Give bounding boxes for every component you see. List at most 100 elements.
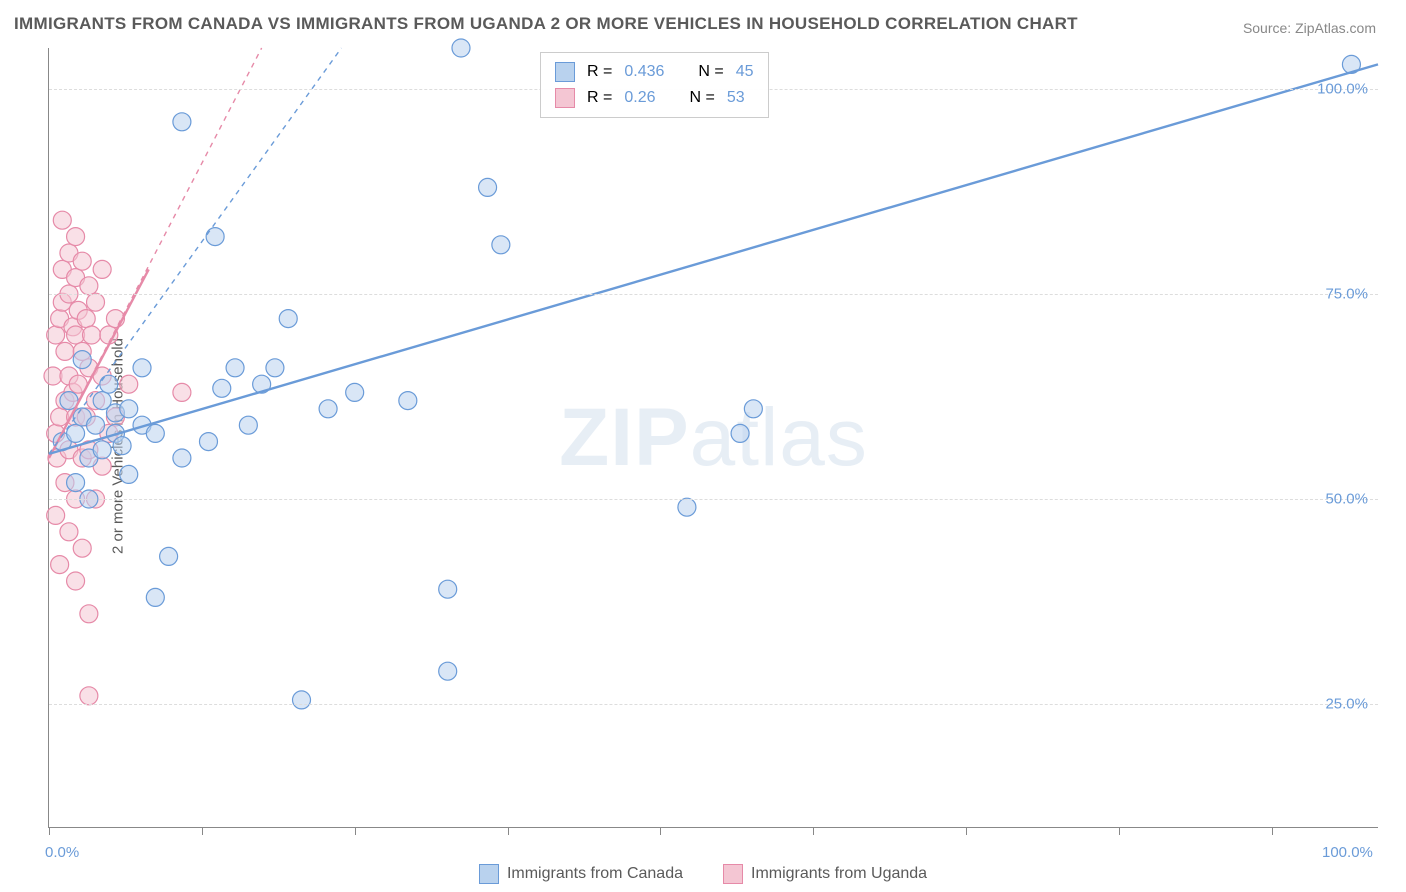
n-label: N = bbox=[698, 63, 723, 81]
scatter-point bbox=[173, 383, 191, 401]
n-value-uganda: 53 bbox=[727, 89, 745, 107]
scatter-point bbox=[199, 433, 217, 451]
scatter-point bbox=[87, 416, 105, 434]
legend-stats-row-uganda: R = 0.26 N = 53 bbox=[555, 85, 754, 111]
n-value-canada: 45 bbox=[736, 63, 754, 81]
chart-container: IMMIGRANTS FROM CANADA VS IMMIGRANTS FRO… bbox=[0, 0, 1406, 892]
scatter-point bbox=[60, 523, 78, 541]
legend-label-canada: Immigrants from Canada bbox=[507, 865, 683, 883]
scatter-point bbox=[492, 236, 510, 254]
scatter-point bbox=[678, 498, 696, 516]
scatter-point bbox=[160, 547, 178, 565]
swatch-uganda-bottom bbox=[723, 864, 743, 884]
scatter-point bbox=[56, 342, 74, 360]
x-tick bbox=[966, 827, 967, 835]
scatter-point bbox=[80, 687, 98, 705]
scatter-point bbox=[120, 465, 138, 483]
swatch-canada bbox=[555, 62, 575, 82]
gridline bbox=[49, 499, 1378, 500]
scatter-point bbox=[226, 359, 244, 377]
y-tick-label: 50.0% bbox=[1325, 491, 1368, 508]
scatter-point bbox=[146, 588, 164, 606]
scatter-svg bbox=[49, 48, 1378, 827]
r-value-uganda: 0.26 bbox=[624, 89, 655, 107]
x-tick bbox=[1272, 827, 1273, 835]
scatter-point bbox=[120, 375, 138, 393]
x-tick bbox=[813, 827, 814, 835]
x-tick-label: 100.0% bbox=[1322, 844, 1373, 861]
scatter-point bbox=[51, 408, 69, 426]
scatter-point bbox=[399, 392, 417, 410]
y-tick-label: 100.0% bbox=[1317, 81, 1368, 98]
scatter-point bbox=[47, 506, 65, 524]
scatter-point bbox=[319, 400, 337, 418]
scatter-point bbox=[213, 379, 231, 397]
y-tick-label: 25.0% bbox=[1325, 696, 1368, 713]
scatter-point bbox=[67, 572, 85, 590]
r-label: R = bbox=[587, 89, 612, 107]
x-tick bbox=[660, 827, 661, 835]
scatter-point bbox=[206, 228, 224, 246]
r-label: R = bbox=[587, 63, 612, 81]
scatter-point bbox=[439, 662, 457, 680]
scatter-point bbox=[73, 252, 91, 270]
y-tick-label: 75.0% bbox=[1325, 286, 1368, 303]
scatter-point bbox=[479, 178, 497, 196]
scatter-point bbox=[67, 424, 85, 442]
scatter-point bbox=[80, 277, 98, 295]
gridline bbox=[49, 704, 1378, 705]
source-attribution: Source: ZipAtlas.com bbox=[1243, 20, 1376, 36]
scatter-point bbox=[83, 326, 101, 344]
scatter-point bbox=[80, 605, 98, 623]
n-label: N = bbox=[689, 89, 714, 107]
scatter-point bbox=[439, 580, 457, 598]
legend-stats: R = 0.436 N = 45 R = 0.26 N = 53 bbox=[540, 52, 769, 118]
legend-series: Immigrants from Canada Immigrants from U… bbox=[0, 864, 1406, 884]
scatter-point bbox=[67, 228, 85, 246]
scatter-point bbox=[67, 474, 85, 492]
scatter-point bbox=[279, 310, 297, 328]
x-tick-label: 0.0% bbox=[45, 844, 79, 861]
scatter-point bbox=[173, 113, 191, 131]
scatter-point bbox=[93, 441, 111, 459]
scatter-point bbox=[266, 359, 284, 377]
scatter-point bbox=[73, 351, 91, 369]
legend-item-uganda: Immigrants from Uganda bbox=[723, 864, 927, 884]
scatter-point bbox=[87, 293, 105, 311]
scatter-point bbox=[731, 424, 749, 442]
legend-stats-row-canada: R = 0.436 N = 45 bbox=[555, 59, 754, 85]
scatter-point bbox=[744, 400, 762, 418]
regression-line bbox=[49, 64, 1378, 454]
scatter-point bbox=[113, 437, 131, 455]
x-tick bbox=[202, 827, 203, 835]
legend-item-canada: Immigrants from Canada bbox=[479, 864, 683, 884]
scatter-point bbox=[51, 556, 69, 574]
scatter-point bbox=[77, 310, 95, 328]
scatter-point bbox=[100, 375, 118, 393]
swatch-canada-bottom bbox=[479, 864, 499, 884]
scatter-point bbox=[93, 260, 111, 278]
scatter-point bbox=[133, 359, 151, 377]
x-tick bbox=[355, 827, 356, 835]
legend-label-uganda: Immigrants from Uganda bbox=[751, 865, 927, 883]
gridline bbox=[49, 294, 1378, 295]
scatter-point bbox=[53, 211, 71, 229]
scatter-point bbox=[120, 400, 138, 418]
scatter-point bbox=[146, 424, 164, 442]
scatter-point bbox=[239, 416, 257, 434]
scatter-point bbox=[452, 39, 470, 57]
scatter-point bbox=[346, 383, 364, 401]
x-tick bbox=[49, 827, 50, 835]
scatter-point bbox=[47, 326, 65, 344]
r-value-canada: 0.436 bbox=[624, 63, 664, 81]
scatter-point bbox=[67, 326, 85, 344]
scatter-point bbox=[173, 449, 191, 467]
x-tick bbox=[1119, 827, 1120, 835]
scatter-point bbox=[44, 367, 62, 385]
plot-area: ZIPatlas 25.0%50.0%75.0%100.0%0.0%100.0% bbox=[48, 48, 1378, 828]
x-tick bbox=[508, 827, 509, 835]
scatter-point bbox=[73, 539, 91, 557]
swatch-uganda bbox=[555, 88, 575, 108]
scatter-point bbox=[293, 691, 311, 709]
chart-title: IMMIGRANTS FROM CANADA VS IMMIGRANTS FRO… bbox=[14, 14, 1078, 34]
